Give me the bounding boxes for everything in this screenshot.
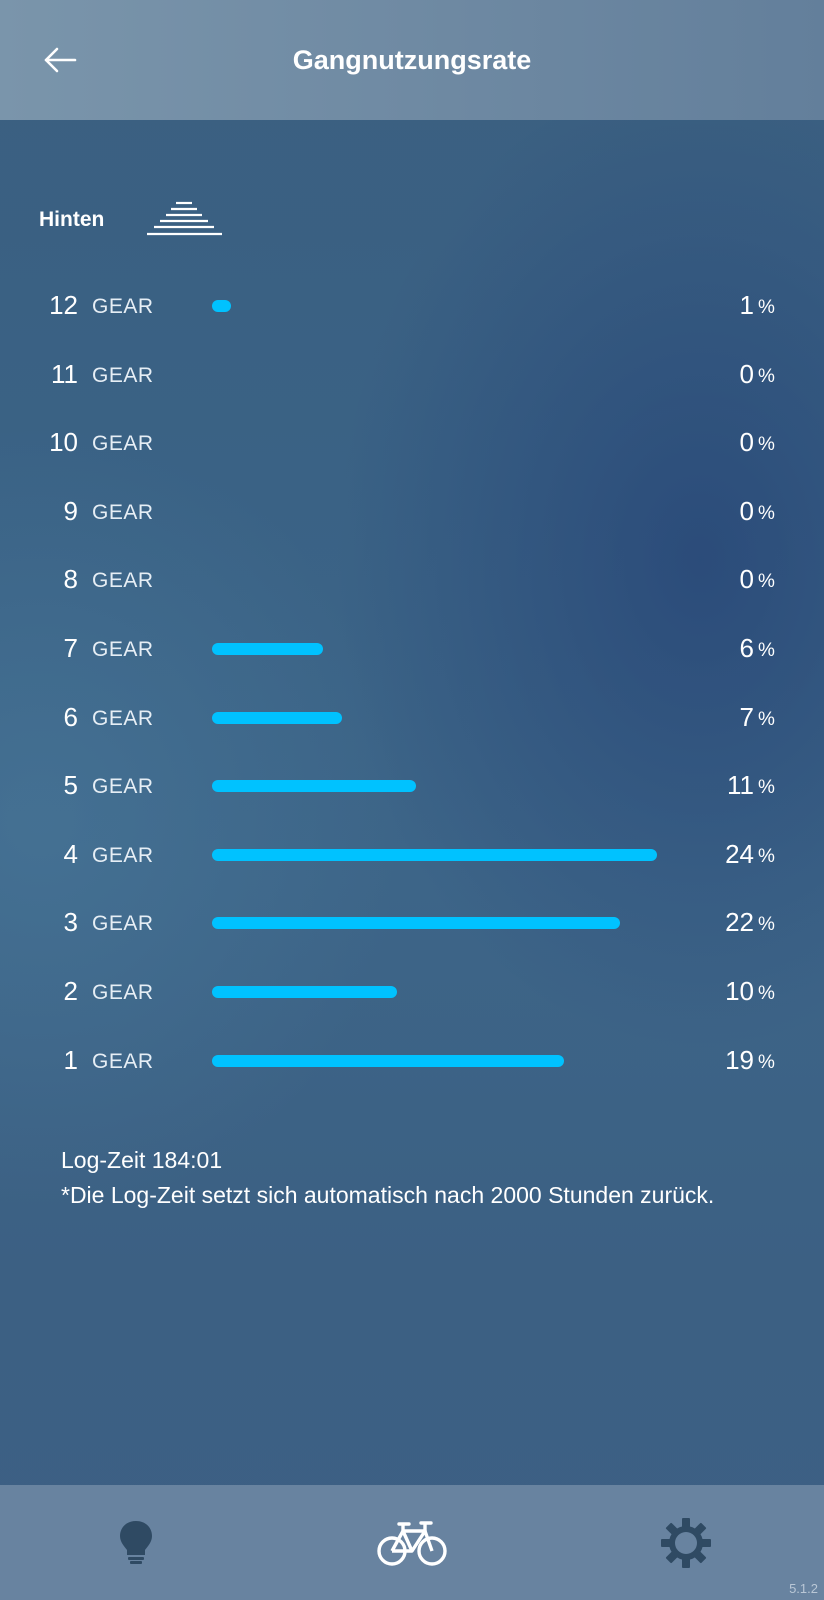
app-header: Gangnutzungsrate (0, 0, 824, 120)
percent-unit: % (758, 845, 775, 867)
gear-label: GEAR (92, 295, 154, 318)
gear-label: GEAR (92, 912, 154, 936)
usage-bar-fill (212, 848, 657, 861)
usage-value: 0 (739, 564, 754, 595)
lightbulb-icon (120, 1521, 152, 1564)
back-button[interactable] (40, 40, 80, 80)
gear-number: 12 (49, 290, 78, 320)
gear-number: 4 (63, 838, 78, 869)
usage-value: 11 (727, 770, 754, 801)
percent-unit: % (758, 502, 775, 524)
percent-unit: % (758, 434, 775, 456)
percent-unit: % (758, 571, 775, 593)
usage-value: 0 (739, 358, 754, 389)
app-version: 5.1.2 (789, 1581, 818, 1596)
arrow-left-icon (44, 47, 77, 73)
gear-row-10: 10 GEAR 0 % (0, 409, 824, 478)
gear-label: GEAR (92, 500, 154, 524)
log-time: Log-Zeit 184:01 (61, 1147, 223, 1173)
gear-number: 9 (63, 495, 78, 526)
percent-unit: % (758, 365, 775, 387)
gear-row-6: 6 GEAR 7 % (0, 684, 824, 753)
percent-unit: % (758, 982, 775, 1004)
usage-bar (212, 369, 657, 381)
bottom-nav: 5.1.2 (0, 1485, 824, 1600)
usage-bar-fill (212, 985, 397, 998)
gear-label: GEAR (92, 432, 154, 456)
nav-settings-button[interactable] (646, 1503, 726, 1583)
usage-value: 7 (739, 701, 754, 732)
gear-row-5: 5 GEAR 11 % (0, 752, 824, 821)
gear-label: GEAR (92, 775, 154, 799)
usage-value: 0 (739, 495, 754, 526)
gear-number: 1 (63, 1044, 78, 1075)
percent-unit: % (758, 1051, 775, 1073)
usage-value: 19 (725, 1044, 754, 1075)
percent-unit: % (758, 297, 775, 318)
percent-unit: % (758, 639, 775, 661)
page-title: Gangnutzungsrate (292, 45, 532, 75)
percent-unit: % (758, 914, 775, 936)
usage-bar-fill (212, 711, 342, 724)
nav-lights-button[interactable] (96, 1503, 176, 1583)
usage-bar (212, 1054, 657, 1067)
usage-value: 22 (725, 907, 754, 938)
nav-bike-button[interactable] (372, 1503, 452, 1583)
usage-bar (212, 711, 657, 724)
usage-bar (212, 642, 657, 655)
usage-value: 1 (739, 290, 754, 320)
gear-row-1: 1 GEAR 19 % (0, 1027, 824, 1096)
gear-label: GEAR (92, 706, 154, 730)
gear-label: GEAR (92, 843, 154, 867)
usage-bar (212, 574, 657, 586)
rear-cassette-icon (144, 200, 224, 240)
gear-row-8: 8 GEAR 0 % (0, 546, 824, 615)
gear-number: 10 (49, 427, 78, 458)
usage-bar-fill (212, 917, 620, 930)
gear-label: GEAR (92, 363, 154, 387)
gear-label: GEAR (92, 980, 154, 1004)
usage-bar (212, 300, 657, 312)
gear-row-11: 11 GEAR 0 % (0, 341, 824, 410)
usage-bar (212, 985, 657, 998)
gear-number: 7 (63, 632, 78, 663)
usage-bar (212, 780, 657, 793)
gear-row-4: 4 GEAR 24 % (0, 821, 824, 890)
usage-value: 10 (725, 975, 754, 1006)
gear-label: GEAR (92, 1049, 154, 1073)
usage-bar-fill (212, 1054, 564, 1067)
bicycle-icon (377, 1521, 447, 1566)
gear-label: GEAR (92, 637, 154, 661)
usage-value: 6 (739, 632, 754, 663)
gear-number: 2 (63, 975, 78, 1006)
gear-row-7: 7 GEAR 6 % (0, 615, 824, 684)
gear-row-2: 2 GEAR 10 % (0, 958, 824, 1027)
gear-number: 11 (51, 358, 78, 389)
gear-number: 6 (63, 701, 78, 732)
log-time-note: Log-Zeit 184:01 *Die Log-Zeit setzt sich… (61, 1143, 761, 1213)
gear-icon (661, 1518, 711, 1568)
section-label: Hinten (39, 208, 105, 231)
gear-row-9: 9 GEAR 0 % (0, 478, 824, 547)
log-reset-note: *Die Log-Zeit setzt sich automatisch nac… (61, 1182, 715, 1208)
percent-unit: % (758, 777, 775, 799)
usage-bar-fill (212, 300, 231, 312)
usage-value: 24 (725, 838, 754, 869)
gear-usage-list: 12 GEAR 1 % 11 GEAR 0 % 10 GEAR 0 % 9 GE… (0, 272, 824, 1095)
usage-value: 0 (739, 427, 754, 458)
usage-bar-fill (212, 780, 416, 793)
gear-label: GEAR (92, 569, 154, 593)
usage-bar (212, 848, 657, 861)
gear-number: 3 (63, 907, 78, 938)
gear-number: 8 (63, 564, 78, 595)
usage-bar (212, 917, 657, 930)
usage-bar (212, 506, 657, 518)
usage-bar (212, 437, 657, 449)
gear-row-3: 3 GEAR 22 % (0, 889, 824, 958)
usage-bar-fill (212, 642, 323, 655)
percent-unit: % (758, 708, 775, 730)
gear-number: 5 (63, 770, 78, 801)
gear-row-12: 12 GEAR 1 % (0, 272, 824, 341)
